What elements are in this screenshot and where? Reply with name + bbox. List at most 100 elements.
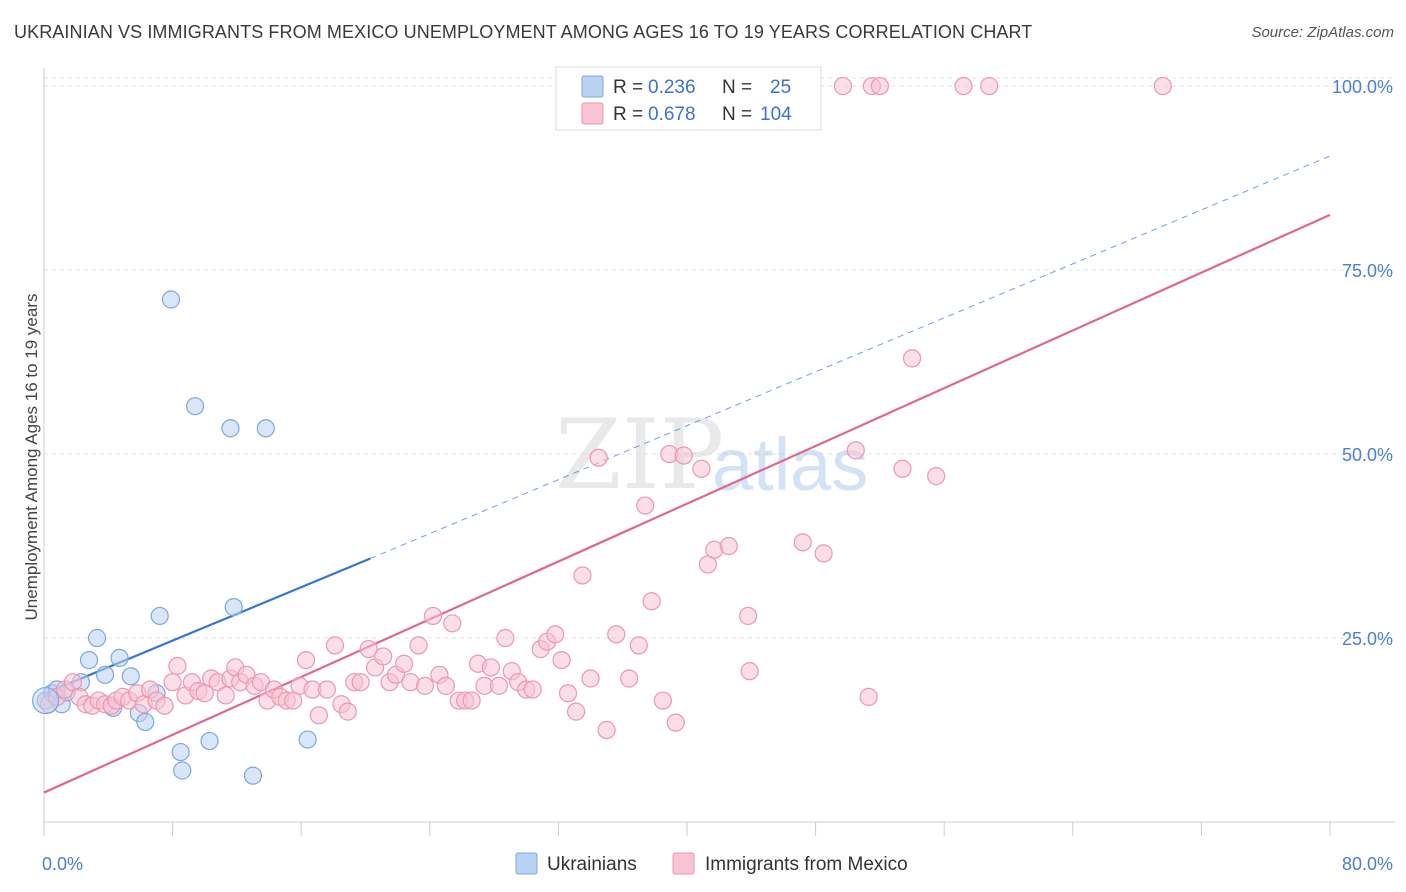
point-mexico-76 — [552, 650, 571, 670]
point-mexico-97 — [740, 662, 759, 681]
point-mexico-101 — [859, 687, 878, 706]
point-mexico-79 — [573, 566, 592, 585]
point-mexico-19 — [168, 656, 187, 676]
point-mexico-102 — [893, 459, 912, 478]
point-mexico-60 — [443, 614, 462, 633]
point-mexico-77 — [558, 684, 578, 703]
point-mexico-81 — [589, 448, 608, 467]
point-ukrainians-22 — [224, 598, 243, 617]
point-mexico-112 — [1153, 76, 1172, 96]
point-mexico-90 — [666, 713, 685, 732]
legend-n-label-ukrainians: N = — [722, 77, 752, 98]
point-ukrainians-13 — [136, 712, 155, 732]
point-mexico-87 — [642, 592, 661, 611]
y-tick-labels: 25.0% 50.0% 75.0% 100.0% — [1332, 77, 1393, 649]
bottom-legend-label-ukrainians: Ukrainians — [547, 854, 637, 875]
point-mexico-92 — [692, 459, 711, 478]
point-ukrainians-25 — [298, 730, 317, 749]
point-mexico-47 — [351, 673, 370, 692]
point-mexico-95 — [719, 536, 738, 556]
bottom-legend: Ukrainians Immigrants from Mexico — [515, 852, 908, 875]
point-mexico-104 — [927, 467, 946, 486]
data-points — [32, 76, 1172, 785]
legend-r-value-ukrainians: 0.236 — [648, 77, 696, 98]
x-tick-label-max: 80.0% — [1342, 854, 1393, 874]
point-mexico-75 — [546, 625, 565, 644]
source-label: Source: ZipAtlas.com — [1251, 24, 1394, 41]
legend-r-label-mexico: R = — [613, 104, 643, 125]
point-mexico-111 — [980, 76, 999, 96]
legend-r-label-ukrainians: R = — [613, 77, 643, 98]
point-mexico-88 — [653, 691, 672, 710]
point-mexico-50 — [374, 647, 393, 666]
bottom-legend-swatch-ukrainians — [515, 852, 538, 875]
legend-swatch-mexico — [581, 102, 604, 125]
point-mexico-109 — [870, 76, 890, 96]
point-mexico-84 — [620, 669, 639, 688]
x-tick-label-min: 0.0% — [42, 854, 83, 874]
point-ukrainians-11 — [121, 667, 140, 686]
point-mexico-67 — [489, 676, 509, 695]
point-mexico-103 — [902, 349, 922, 368]
y-axis-label: Unemployment Among Ages 16 to 19 years — [22, 294, 41, 621]
legend-swatch-ukrainians — [581, 75, 604, 98]
watermark-atlas: atlas — [712, 423, 868, 506]
point-mexico-53 — [394, 654, 414, 673]
point-mexico-110 — [954, 76, 973, 96]
point-mexico-63 — [462, 691, 481, 710]
point-mexico-57 — [423, 606, 443, 626]
point-mexico-85 — [629, 636, 648, 655]
point-mexico-17 — [155, 696, 174, 715]
point-ukrainians-19 — [186, 397, 205, 416]
point-ukrainians-21 — [221, 419, 240, 438]
y-tick-label-25: 25.0% — [1342, 629, 1393, 649]
point-mexico-59 — [436, 676, 455, 695]
point-mexico-66 — [481, 658, 500, 677]
trend-ukrainians-extension — [370, 155, 1331, 560]
point-ukrainians-23 — [243, 766, 263, 785]
point-mexico-42 — [317, 680, 337, 699]
y-tick-label-100: 100.0% — [1332, 77, 1393, 97]
point-mexico-80 — [581, 669, 600, 688]
x-ticks — [43, 822, 1331, 836]
point-ukrainians-7 — [87, 628, 107, 648]
point-mexico-41 — [309, 706, 328, 725]
point-mexico-99 — [814, 544, 833, 563]
point-mexico-96 — [738, 606, 758, 626]
point-ukrainians-17 — [171, 742, 190, 762]
chart-title: UKRAINIAN VS IMMIGRANTS FROM MEXICO UNEM… — [14, 22, 1033, 42]
point-ukrainians-10 — [110, 648, 129, 667]
point-mexico-18 — [163, 673, 182, 692]
point-mexico-43 — [325, 636, 345, 655]
bottom-legend-swatch-mexico — [672, 852, 695, 875]
point-mexico-78 — [566, 702, 586, 721]
point-mexico-91 — [674, 446, 693, 465]
point-mexico-55 — [409, 636, 428, 655]
point-mexico-82 — [597, 720, 616, 740]
trend-mexico — [43, 213, 1331, 794]
point-mexico-100 — [846, 441, 865, 460]
point-ukrainians-cluster — [32, 686, 60, 715]
y-tick-label-50: 50.0% — [1342, 445, 1393, 465]
point-ukrainians-15 — [150, 606, 169, 626]
y-tick-label-75: 75.0% — [1342, 261, 1393, 281]
point-mexico-45 — [338, 702, 357, 721]
point-mexico-107 — [833, 76, 853, 96]
point-mexico-48 — [359, 639, 378, 659]
legend-box: R = 0.236 N = 25 R = 0.678 N = 104 — [555, 66, 822, 131]
point-ukrainians-8 — [95, 665, 115, 684]
point-mexico-83 — [607, 625, 626, 644]
legend-n-value-ukrainians: 25 — [770, 77, 791, 98]
legend-r-value-mexico: 0.678 — [648, 104, 696, 125]
legend-n-label-mexico: N = — [722, 104, 752, 125]
point-mexico-26 — [216, 686, 235, 705]
watermark-zip: ZIP — [555, 399, 724, 511]
point-ukrainians-20 — [200, 731, 219, 751]
legend-n-value-mexico: 104 — [760, 104, 792, 125]
point-ukrainians-16 — [161, 290, 181, 309]
point-mexico-39 — [296, 650, 316, 670]
point-mexico-72 — [523, 680, 542, 699]
point-ukrainians-6 — [79, 650, 99, 670]
watermark: ZIP atlas — [555, 399, 868, 511]
